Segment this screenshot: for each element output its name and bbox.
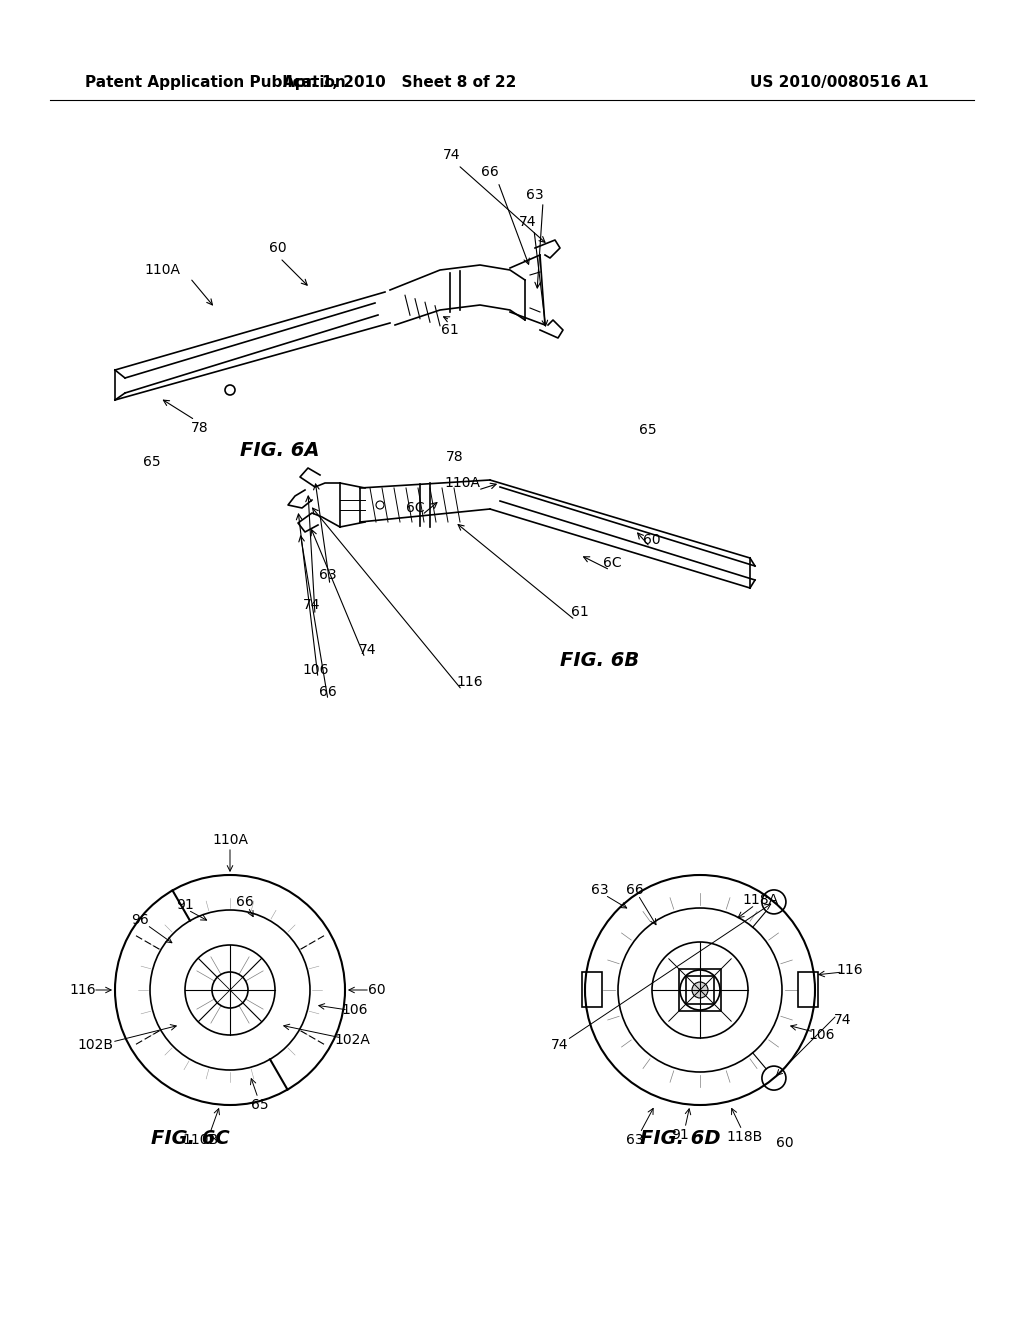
- Text: 96: 96: [131, 913, 148, 927]
- Text: Patent Application Publication: Patent Application Publication: [85, 74, 346, 90]
- Text: Apr. 1, 2010   Sheet 8 of 22: Apr. 1, 2010 Sheet 8 of 22: [284, 74, 517, 90]
- Bar: [582, 972, 602, 1007]
- Text: 63: 63: [526, 187, 544, 202]
- Text: 110B: 110B: [182, 1133, 218, 1147]
- Text: 118A: 118A: [742, 894, 778, 907]
- Text: 74: 74: [551, 1038, 568, 1052]
- Text: 110A: 110A: [444, 477, 480, 490]
- Bar: [679, 969, 721, 1011]
- Text: 60: 60: [269, 242, 287, 255]
- Text: 78: 78: [446, 450, 464, 465]
- Text: 116: 116: [70, 983, 96, 997]
- Text: 60: 60: [776, 1137, 794, 1150]
- Text: 61: 61: [571, 605, 589, 619]
- Text: 102A: 102A: [334, 1034, 370, 1047]
- Text: FIG. 6B: FIG. 6B: [560, 651, 640, 669]
- Text: 66: 66: [626, 883, 644, 898]
- Text: 63: 63: [591, 883, 609, 898]
- Text: 91: 91: [176, 898, 194, 912]
- Text: 91: 91: [671, 1129, 689, 1142]
- Text: 6C: 6C: [603, 556, 622, 570]
- Text: 60: 60: [369, 983, 386, 997]
- Text: 116: 116: [457, 675, 483, 689]
- Text: 66: 66: [319, 685, 337, 700]
- Text: FIG. 6C: FIG. 6C: [151, 1129, 229, 1147]
- Text: 66: 66: [481, 165, 499, 180]
- Text: FIG. 6A: FIG. 6A: [241, 441, 319, 459]
- Text: 74: 74: [519, 215, 537, 228]
- Text: 118B: 118B: [727, 1130, 763, 1144]
- Text: 61: 61: [441, 323, 459, 337]
- Text: 106: 106: [303, 663, 330, 677]
- Text: 60: 60: [643, 533, 660, 546]
- Text: 63: 63: [319, 568, 337, 582]
- Text: 106: 106: [342, 1003, 369, 1016]
- Text: 116: 116: [837, 964, 863, 977]
- Text: 66: 66: [237, 895, 254, 909]
- Text: 74: 74: [359, 643, 377, 657]
- Text: 65: 65: [143, 455, 161, 469]
- Text: 78: 78: [191, 421, 209, 436]
- Text: 63: 63: [627, 1133, 644, 1147]
- Bar: [686, 975, 714, 1005]
- Text: 6C: 6C: [406, 502, 424, 515]
- Text: 74: 74: [835, 1012, 852, 1027]
- Text: 106: 106: [809, 1028, 836, 1041]
- Text: 110A: 110A: [144, 263, 180, 277]
- Text: 102B: 102B: [77, 1038, 113, 1052]
- Text: 74: 74: [443, 148, 461, 162]
- Text: US 2010/0080516 A1: US 2010/0080516 A1: [750, 74, 929, 90]
- Text: 74: 74: [303, 598, 321, 612]
- Text: FIG. 6D: FIG. 6D: [640, 1129, 720, 1147]
- Text: 110A: 110A: [212, 833, 248, 847]
- Text: 65: 65: [639, 422, 656, 437]
- Circle shape: [692, 982, 708, 998]
- Bar: [798, 972, 818, 1007]
- Text: 65: 65: [251, 1098, 269, 1111]
